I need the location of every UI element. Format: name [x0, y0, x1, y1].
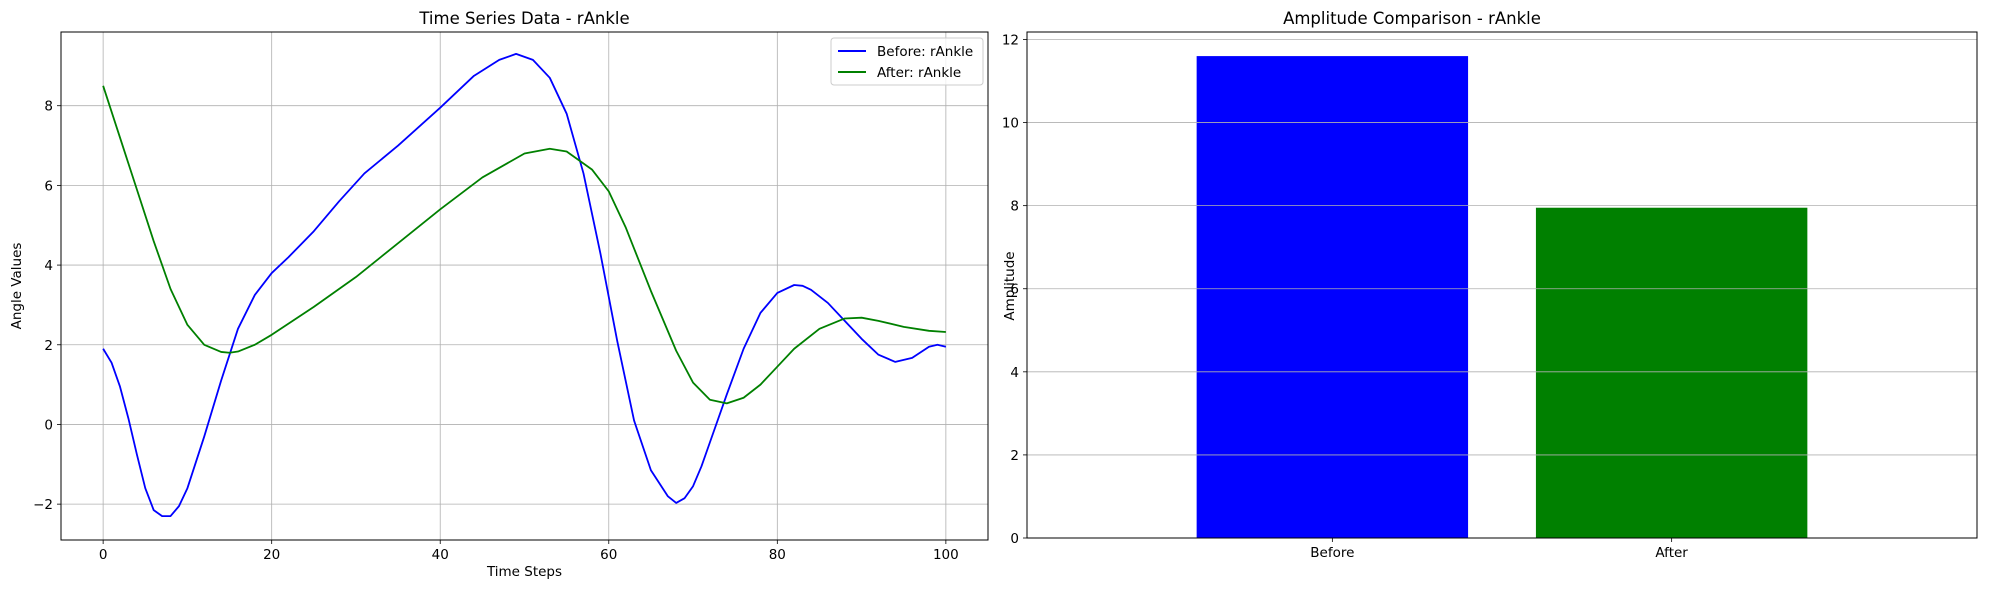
- x-tick-label: 0: [99, 547, 108, 563]
- series-line-before: [102, 53, 947, 517]
- x-tick-label: After: [1655, 545, 1688, 561]
- legend: Before: rAnkle After: rAnkle: [830, 37, 984, 86]
- plot-frame: [60, 31, 989, 541]
- series-line-after: [102, 85, 946, 405]
- x-tick-label: 80: [769, 547, 786, 563]
- series-lines: [102, 53, 947, 517]
- y-tick-label: 0: [1010, 531, 1019, 547]
- x-tick-label: Before: [1310, 545, 1354, 561]
- y-tick-label: 2: [1010, 448, 1019, 464]
- y-tick-label: −2: [33, 497, 53, 513]
- plot-frame: [1026, 31, 1978, 539]
- y-tick-label: 2: [44, 338, 53, 354]
- time-series-chart: Time Series Data - rAnkle 0 20 40 60 80 100 −…: [9, 9, 989, 580]
- chart-title: Time Series Data - rAnkle: [418, 9, 629, 28]
- bar-before: [1196, 56, 1469, 538]
- y-tick-label: 10: [1002, 116, 1019, 132]
- bar-after: [1535, 207, 1808, 538]
- y-axis-ticks: −2 0 2 4 6 8: [33, 99, 61, 513]
- y-axis-ticks: 0 2 4 6 8 10 12: [1002, 32, 1027, 547]
- y-axis-label: Angle Values: [9, 243, 25, 330]
- x-tick-label: 40: [432, 547, 449, 563]
- amplitude-bar-chart: Amplitude Comparison - rAnkle Before Afte…: [1002, 9, 1978, 561]
- y-tick-label: 4: [44, 258, 53, 274]
- y-tick-label: 0: [44, 417, 53, 433]
- legend-label-before: Before: rAnkle: [877, 44, 973, 60]
- x-axis-ticks: Before After: [1310, 538, 1688, 561]
- x-tick-label: 60: [600, 547, 617, 563]
- y-tick-label: 8: [1010, 199, 1019, 215]
- x-tick-label: 20: [263, 547, 280, 563]
- grid: [61, 32, 988, 540]
- x-axis-label: Time Steps: [486, 564, 562, 580]
- y-tick-label: 6: [1010, 282, 1019, 298]
- y-tick-label: 8: [44, 99, 53, 115]
- y-tick-label: 6: [44, 178, 53, 194]
- x-tick-label: 100: [933, 547, 959, 563]
- bars: [1196, 56, 1808, 538]
- y-tick-label: 4: [1010, 365, 1019, 381]
- legend-box: [830, 37, 984, 86]
- legend-label-after: After: rAnkle: [877, 65, 961, 81]
- y-tick-label: 12: [1002, 32, 1019, 48]
- x-axis-ticks: 0 20 40 60 80 100: [99, 540, 959, 563]
- y-axis-label: Amplitude: [1002, 251, 1018, 320]
- chart-title: Amplitude Comparison - rAnkle: [1283, 9, 1541, 28]
